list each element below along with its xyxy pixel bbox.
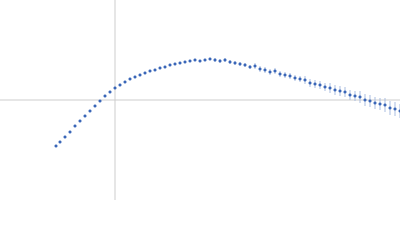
data-point bbox=[343, 90, 347, 94]
data-point bbox=[108, 90, 112, 94]
data-point bbox=[298, 77, 302, 81]
data-point bbox=[233, 61, 237, 65]
data-point bbox=[88, 109, 92, 113]
data-point bbox=[328, 86, 332, 90]
data-point bbox=[178, 61, 182, 65]
data-point bbox=[253, 64, 257, 68]
data-point bbox=[193, 58, 197, 62]
data-point bbox=[248, 65, 252, 69]
data-point bbox=[133, 75, 137, 79]
data-point bbox=[278, 72, 282, 76]
data-point bbox=[138, 73, 142, 77]
data-point bbox=[203, 58, 207, 62]
data-point bbox=[288, 74, 292, 78]
data-point bbox=[123, 80, 127, 84]
chart bbox=[0, 0, 400, 200]
data-point bbox=[373, 101, 377, 105]
data-point bbox=[198, 59, 202, 63]
data-point bbox=[208, 57, 212, 61]
data-point bbox=[353, 94, 357, 98]
data-point bbox=[103, 94, 107, 98]
data-point bbox=[58, 140, 62, 144]
data-point bbox=[113, 86, 117, 90]
data-point bbox=[238, 62, 242, 66]
data-point bbox=[308, 81, 312, 85]
data-point bbox=[338, 89, 342, 93]
data-point bbox=[223, 58, 227, 62]
data-point bbox=[258, 67, 262, 71]
data-point bbox=[68, 130, 72, 134]
data-point bbox=[148, 69, 152, 73]
data-point bbox=[73, 124, 77, 128]
data-point bbox=[388, 106, 392, 110]
data-point bbox=[363, 98, 367, 102]
data-point bbox=[168, 63, 172, 67]
data-point bbox=[378, 102, 382, 106]
data-point bbox=[323, 85, 327, 89]
data-point bbox=[54, 144, 58, 148]
data-point bbox=[128, 77, 132, 81]
data-point bbox=[63, 135, 67, 139]
data-point bbox=[228, 60, 232, 64]
data-point bbox=[348, 93, 352, 97]
data-point bbox=[268, 70, 272, 74]
data-point bbox=[163, 65, 167, 69]
data-point bbox=[153, 68, 157, 72]
data-point bbox=[393, 107, 397, 111]
data-point bbox=[318, 83, 322, 87]
data-point bbox=[368, 99, 372, 103]
data-point bbox=[118, 83, 122, 87]
data-point bbox=[358, 95, 362, 99]
data-point bbox=[183, 60, 187, 64]
data-point bbox=[283, 73, 287, 77]
data-point bbox=[263, 68, 267, 72]
data-point bbox=[158, 66, 162, 70]
data-point bbox=[83, 114, 87, 118]
data-point bbox=[78, 119, 82, 123]
data-point bbox=[93, 104, 97, 108]
data-point bbox=[313, 82, 317, 86]
data-point bbox=[273, 69, 277, 73]
data-point bbox=[143, 71, 147, 75]
data-point bbox=[303, 78, 307, 82]
data-point bbox=[243, 63, 247, 67]
data-point bbox=[218, 59, 222, 63]
data-point bbox=[383, 103, 387, 107]
data-point bbox=[188, 59, 192, 63]
data-point bbox=[98, 99, 102, 103]
data-point bbox=[333, 88, 337, 92]
data-point bbox=[213, 58, 217, 62]
data-point bbox=[173, 62, 177, 66]
data-point bbox=[293, 76, 297, 80]
